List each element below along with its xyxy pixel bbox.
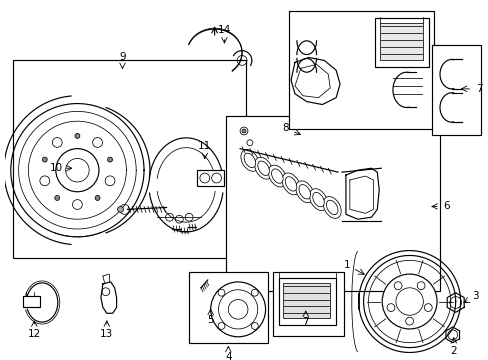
- Circle shape: [55, 195, 60, 201]
- Bar: [288, 12, 433, 129]
- Circle shape: [218, 323, 224, 329]
- Ellipse shape: [282, 173, 300, 195]
- Text: 13: 13: [100, 329, 113, 339]
- Ellipse shape: [257, 161, 269, 175]
- Circle shape: [52, 138, 62, 147]
- Text: 5: 5: [207, 315, 214, 325]
- Ellipse shape: [323, 197, 341, 219]
- Text: 12: 12: [28, 329, 41, 339]
- Ellipse shape: [326, 200, 337, 215]
- Circle shape: [242, 129, 245, 133]
- Ellipse shape: [244, 153, 255, 168]
- Ellipse shape: [309, 189, 327, 211]
- Ellipse shape: [271, 169, 283, 183]
- Bar: [375, 18, 428, 67]
- Bar: [13, 60, 245, 258]
- Circle shape: [65, 158, 89, 182]
- Bar: [283, 283, 329, 318]
- Circle shape: [107, 157, 112, 162]
- Text: 7: 7: [302, 317, 308, 327]
- Circle shape: [95, 195, 100, 201]
- Circle shape: [228, 300, 247, 319]
- Bar: [380, 23, 423, 60]
- Bar: [431, 45, 480, 135]
- Text: 3: 3: [471, 291, 478, 301]
- Bar: [279, 278, 335, 325]
- Circle shape: [251, 289, 258, 296]
- Circle shape: [105, 176, 115, 186]
- Circle shape: [395, 288, 423, 315]
- Circle shape: [424, 303, 431, 311]
- Ellipse shape: [241, 149, 258, 171]
- Circle shape: [393, 282, 401, 289]
- Text: 9: 9: [119, 53, 125, 63]
- Bar: [22, 296, 40, 307]
- Bar: [226, 116, 439, 291]
- Ellipse shape: [254, 157, 272, 179]
- Circle shape: [42, 157, 47, 162]
- Ellipse shape: [298, 185, 310, 199]
- Text: 4: 4: [224, 352, 231, 360]
- Circle shape: [405, 317, 413, 325]
- Circle shape: [218, 290, 257, 329]
- Circle shape: [251, 323, 258, 329]
- Text: 8: 8: [282, 123, 288, 133]
- Text: 10: 10: [50, 163, 63, 173]
- Ellipse shape: [295, 181, 313, 203]
- Circle shape: [75, 134, 80, 138]
- Text: 14: 14: [217, 25, 230, 35]
- Circle shape: [56, 149, 99, 192]
- Ellipse shape: [268, 165, 286, 187]
- Circle shape: [386, 303, 394, 311]
- Bar: [197, 170, 224, 186]
- Circle shape: [72, 199, 82, 210]
- Text: 7: 7: [475, 84, 482, 94]
- Text: 1: 1: [343, 260, 349, 270]
- Text: 6: 6: [443, 202, 449, 211]
- Ellipse shape: [285, 177, 296, 191]
- Circle shape: [40, 176, 50, 186]
- Circle shape: [218, 289, 224, 296]
- Circle shape: [210, 282, 265, 337]
- Circle shape: [382, 274, 436, 329]
- Bar: [189, 272, 267, 343]
- Circle shape: [93, 138, 102, 147]
- Ellipse shape: [312, 192, 324, 207]
- Text: 11: 11: [198, 141, 211, 151]
- Text: 2: 2: [449, 346, 456, 356]
- Circle shape: [416, 282, 424, 289]
- Bar: [273, 272, 343, 336]
- Circle shape: [117, 207, 123, 212]
